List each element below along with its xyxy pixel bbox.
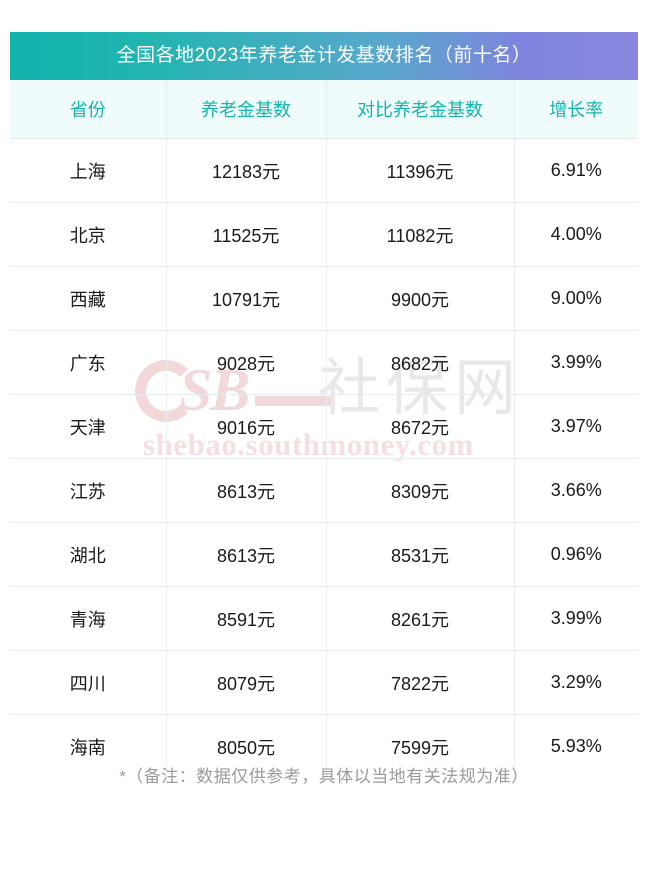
cell-growth: 9.00% bbox=[514, 266, 638, 331]
cell-compare: 7599元 bbox=[326, 714, 515, 778]
cell-growth: 5.93% bbox=[550, 736, 602, 756]
cell-base: 9016元 bbox=[166, 394, 327, 459]
column-header-growth-rate: 增长率 bbox=[514, 80, 638, 139]
cell-base: 9028元 bbox=[166, 330, 327, 395]
cell-compare: 8261元 bbox=[326, 586, 515, 651]
cell-growth: 4.00% bbox=[514, 202, 638, 267]
cell-province: 海南 bbox=[10, 714, 167, 778]
page-title: 全国各地2023年养老金计发基数排名（前十名） bbox=[10, 32, 638, 80]
table-row: 广东 9028元 8682元 3.99% bbox=[10, 330, 638, 395]
table-row: 海南 8050元 7599元 5.93% bbox=[10, 714, 638, 778]
cell-province: 广东 bbox=[10, 330, 167, 395]
table-body: 上海 12183元 11396元 6.91% 北京 11525元 11082元 … bbox=[10, 138, 638, 778]
cell-province: 湖北 bbox=[10, 522, 167, 587]
cell-base: 8613元 bbox=[166, 458, 327, 523]
cell-province: 北京 bbox=[10, 202, 167, 267]
cell-growth: 3.99% bbox=[514, 586, 638, 651]
cell-base: 8613元 bbox=[166, 522, 327, 587]
table-row: 青海 8591元 8261元 3.99% bbox=[10, 586, 638, 651]
cell-compare: 8309元 bbox=[326, 458, 515, 523]
table-row: 江苏 8613元 8309元 3.66% bbox=[10, 458, 638, 523]
cell-compare: 8531元 bbox=[326, 522, 515, 587]
cell-compare: 11082元 bbox=[326, 202, 515, 267]
column-header-base: 养老金基数 bbox=[166, 80, 327, 139]
cell-province: 青海 bbox=[10, 586, 167, 651]
cell-province: 四川 bbox=[10, 650, 167, 715]
cell-compare: 7822元 bbox=[326, 650, 515, 715]
cell-growth: 3.97% bbox=[514, 394, 638, 459]
ranking-table: 省份 养老金基数 对比养老金基数 增长率 上海 12183元 11396元 6.… bbox=[10, 80, 638, 778]
cell-growth: 3.29% bbox=[514, 650, 638, 715]
cell-compare: 8682元 bbox=[326, 330, 515, 395]
cell-province: 天津 bbox=[10, 394, 167, 459]
table-row: 湖北 8613元 8531元 0.96% bbox=[10, 522, 638, 587]
cell-base: 8050元 bbox=[166, 714, 327, 778]
cell-growth: 3.99% bbox=[514, 330, 638, 395]
cell-growth: 6.91% bbox=[514, 138, 638, 203]
cell-base: 12183元 bbox=[166, 138, 327, 203]
cell-province: 上海 bbox=[10, 138, 167, 203]
table-row: 四川 8079元 7822元 3.29% bbox=[10, 650, 638, 715]
cell-base: 8591元 bbox=[166, 586, 327, 651]
cell-compare: 11396元 bbox=[326, 138, 515, 203]
table-row: 上海 12183元 11396元 6.91% bbox=[10, 138, 638, 203]
table-row: 西藏 10791元 9900元 9.00% bbox=[10, 266, 638, 331]
column-header-compare-base: 对比养老金基数 bbox=[326, 80, 515, 139]
table-header: 省份 养老金基数 对比养老金基数 增长率 bbox=[10, 80, 638, 139]
cell-growth: 0.96% bbox=[514, 522, 638, 587]
table-row: 天津 9016元 8672元 3.97% bbox=[10, 394, 638, 459]
cell-base: 8079元 bbox=[166, 650, 327, 715]
cell-compare: 9900元 bbox=[326, 266, 515, 331]
cell-base: 11525元 bbox=[166, 202, 327, 267]
table-header-row: 省份 养老金基数 对比养老金基数 增长率 bbox=[10, 80, 638, 139]
cell-base: 10791元 bbox=[166, 266, 327, 331]
cell-province: 江苏 bbox=[10, 458, 167, 523]
column-header-province: 省份 bbox=[10, 80, 167, 139]
footnote: *（备注：数据仅供参考，具体以当地有关法规为准） bbox=[119, 767, 529, 786]
ranking-table-container: 全国各地2023年养老金计发基数排名（前十名） 省份 养老金基数 对比养老金基数… bbox=[10, 32, 638, 778]
cell-growth: 3.66% bbox=[514, 458, 638, 523]
cell-compare: 8672元 bbox=[326, 394, 515, 459]
cell-province: 西藏 bbox=[10, 266, 167, 331]
table-row: 北京 11525元 11082元 4.00% bbox=[10, 202, 638, 267]
